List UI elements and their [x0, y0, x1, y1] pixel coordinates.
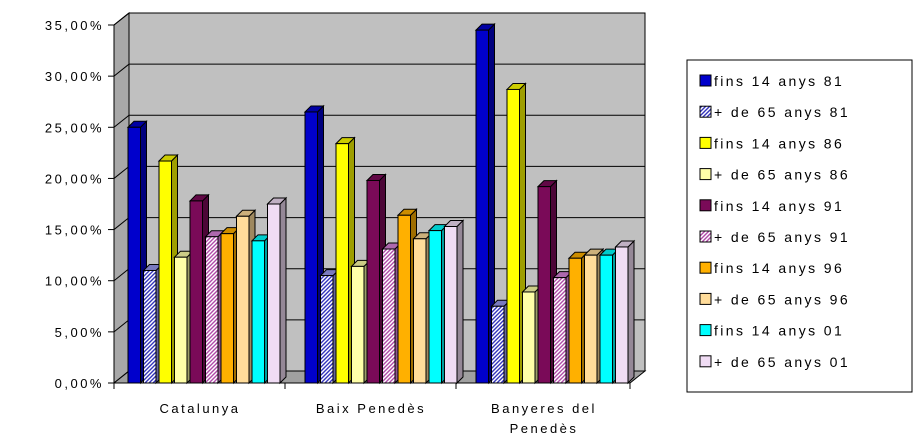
bar-front — [143, 269, 157, 384]
bar-front — [335, 143, 349, 384]
legend-item: + de 65 anys 01 — [699, 354, 850, 370]
bar-front — [428, 230, 442, 384]
bar-side — [279, 196, 287, 385]
legend-item: fins 14 anys 86 — [699, 135, 844, 151]
bar-front — [382, 248, 396, 384]
legend-swatch — [699, 74, 712, 87]
bar-front — [267, 203, 281, 384]
bar-front — [236, 215, 250, 384]
bar-front — [351, 265, 365, 384]
y-tick-label: 5,00% — [55, 325, 104, 340]
legend-item: fins 14 anys 96 — [699, 260, 844, 276]
legend-swatch — [699, 105, 712, 118]
legend-swatch — [699, 261, 712, 274]
bar-front — [189, 200, 203, 384]
legend-item: + de 65 anys 96 — [699, 291, 850, 307]
bar-front — [491, 305, 505, 384]
legend-item: + de 65 anys 86 — [699, 167, 850, 183]
bar — [614, 239, 636, 385]
x-category-label: Baix Penedès — [316, 401, 426, 416]
y-tick-label: 0,00% — [55, 376, 104, 391]
y-tick-label: 10,00% — [45, 274, 104, 289]
gridline — [113, 114, 645, 128]
legend-label: fins 14 anys 91 — [714, 198, 844, 214]
bar-side — [456, 219, 464, 385]
bar — [266, 196, 288, 385]
legend-label: + de 65 anys 86 — [714, 167, 850, 183]
gridline — [113, 12, 645, 26]
bar-front — [220, 233, 234, 384]
bar — [204, 229, 226, 385]
legend-swatch — [699, 355, 712, 368]
legend-swatch — [699, 168, 712, 181]
legend-swatch — [699, 324, 712, 337]
legend-swatch — [699, 136, 712, 149]
legend-item: fins 14 anys 01 — [699, 323, 844, 339]
legend-label: fins 14 anys 81 — [714, 73, 844, 89]
legend-label: fins 14 anys 96 — [714, 260, 844, 276]
legend-box — [686, 59, 913, 393]
bar-front — [537, 186, 551, 384]
bar-front — [174, 256, 188, 384]
bar-front — [251, 240, 265, 384]
x-category-label: Catalunya — [159, 401, 240, 416]
bar-front — [127, 126, 141, 384]
x-axis: Catalunya Baix Penedès Banyeres del Penedès — [113, 382, 631, 436]
y-tick-label: 15,00% — [45, 223, 104, 238]
legend-item: fins 14 anys 91 — [699, 198, 844, 214]
x-category-label: Penedès — [510, 421, 579, 436]
legend-label: + de 65 anys 96 — [714, 291, 850, 307]
bar — [443, 219, 465, 385]
bar-front — [205, 236, 219, 384]
legend-label: + de 65 anys 01 — [714, 354, 850, 370]
y-tick-label: 25,00% — [45, 120, 104, 135]
y-tick-label: 30,00% — [45, 69, 104, 84]
bar-front — [553, 277, 567, 384]
y-axis: 0,00% 5,00% 10,00% 15,00% 20,00% 25,00% 30,00%… — [45, 18, 115, 391]
legend-label: fins 14 anys 01 — [714, 323, 844, 339]
bar — [536, 179, 558, 385]
bar-side — [627, 239, 635, 385]
bar-front — [615, 246, 629, 384]
bar-front — [397, 214, 411, 384]
bar-front — [568, 257, 582, 384]
bar-front — [413, 238, 427, 384]
legend-label: fins 14 anys 86 — [714, 135, 844, 151]
bar-front — [444, 226, 458, 384]
bar-front — [320, 275, 334, 384]
legend: fins 14 anys 81 + de 65 anys 81 fins 14 an… — [686, 59, 913, 393]
bars — [126, 22, 636, 385]
legend-item: + de 65 anys 91 — [699, 229, 850, 245]
legend-label: + de 65 anys 81 — [714, 104, 850, 120]
legend-swatch — [699, 292, 712, 305]
bar-front — [522, 291, 536, 384]
bar-front — [475, 29, 489, 384]
bar-front — [599, 254, 613, 384]
legend-label: + de 65 anys 91 — [714, 229, 850, 245]
gridline — [113, 63, 645, 77]
legend-item: + de 65 anys 81 — [699, 104, 850, 120]
bar-front — [366, 179, 380, 384]
bar — [474, 22, 496, 385]
bar-front — [584, 254, 598, 384]
legend-item: fins 14 anys 81 — [699, 73, 844, 89]
legend-swatch — [699, 230, 712, 243]
y-tick-label: 20,00% — [45, 171, 104, 186]
y-tick-label: 35,00% — [45, 18, 104, 33]
side-wall — [113, 11, 130, 385]
legend-swatch — [699, 199, 712, 212]
bar-front — [158, 160, 172, 384]
bar-front — [304, 111, 318, 384]
bar-front — [506, 88, 520, 384]
x-category-label: Banyeres del — [491, 401, 597, 416]
